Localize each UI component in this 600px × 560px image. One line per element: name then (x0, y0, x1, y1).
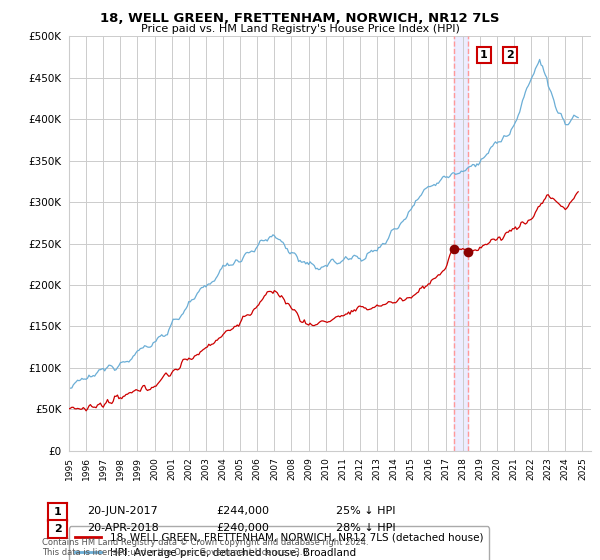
Text: Contains HM Land Registry data © Crown copyright and database right 2024.
This d: Contains HM Land Registry data © Crown c… (42, 538, 368, 557)
Text: 18, WELL GREEN, FRETTENHAM, NORWICH, NR12 7LS: 18, WELL GREEN, FRETTENHAM, NORWICH, NR1… (100, 12, 500, 25)
Text: 28% ↓ HPI: 28% ↓ HPI (336, 522, 395, 533)
Text: £240,000: £240,000 (216, 522, 269, 533)
Bar (454, 36, 468, 451)
Text: Price paid vs. HM Land Registry's House Price Index (HPI): Price paid vs. HM Land Registry's House … (140, 24, 460, 34)
Legend: 18, WELL GREEN, FRETTENHAM, NORWICH, NR12 7LS (detached house), HPI: Average pri: 18, WELL GREEN, FRETTENHAM, NORWICH, NR1… (69, 526, 490, 560)
Text: 20-APR-2018: 20-APR-2018 (87, 522, 159, 533)
Text: 2: 2 (54, 524, 61, 534)
Text: £244,000: £244,000 (216, 506, 269, 516)
Text: 1: 1 (54, 507, 61, 517)
Text: 20-JUN-2017: 20-JUN-2017 (87, 506, 158, 516)
Text: 1: 1 (480, 50, 488, 60)
Text: 25% ↓ HPI: 25% ↓ HPI (336, 506, 395, 516)
Text: 2: 2 (506, 50, 514, 60)
